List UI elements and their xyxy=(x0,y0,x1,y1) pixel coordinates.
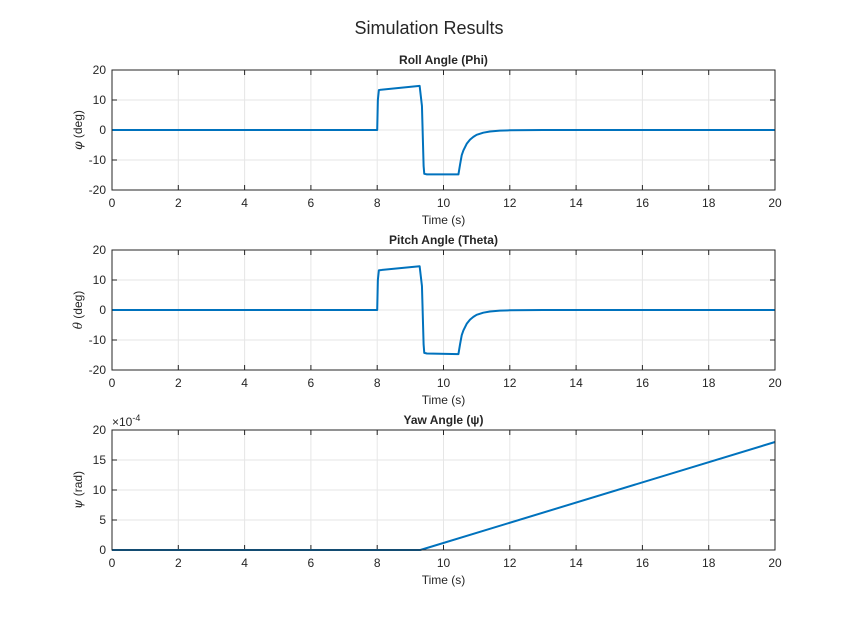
roll-panel: 0 2 4 6 8 10 12 14 16 18 20 -20 -10 0 10 20 Roll Angle (… xyxy=(71,53,782,227)
pitch-ylabel-symbol: θ xyxy=(71,321,85,329)
pitch-ytick-label: -10 xyxy=(89,333,107,347)
roll-xtick-label: 20 xyxy=(768,196,782,210)
roll-xtick-label: 16 xyxy=(636,196,650,210)
pitch-ylabel-unit: (deg) xyxy=(71,291,85,322)
roll-xtick-label: 6 xyxy=(308,196,315,210)
yaw-xtick-label: 10 xyxy=(437,556,451,570)
pitch-xtick-label: 8 xyxy=(374,376,381,390)
yaw-xtick-label: 12 xyxy=(503,556,517,570)
yaw-panel: 0 2 4 6 8 10 12 14 16 18 20 0 5 10 15 20 Yaw Angle (ψ) Ti… xyxy=(71,413,782,587)
roll-ylabel-symbol: φ xyxy=(71,141,85,150)
pitch-xtick-label: 18 xyxy=(702,376,716,390)
roll-ytick-label: 10 xyxy=(93,93,107,107)
yaw-exponent-power: -4 xyxy=(132,413,140,423)
yaw-xtick-label: 2 xyxy=(175,556,182,570)
roll-ytick-label: 20 xyxy=(93,63,107,77)
yaw-xtick-label: 4 xyxy=(241,556,248,570)
pitch-panel: 0 2 4 6 8 10 12 14 16 18 20 -20 -10 0 10 20 Pitch Angle … xyxy=(71,233,782,407)
yaw-ytick-label: 20 xyxy=(93,423,107,437)
roll-xlabel: Time (s) xyxy=(422,213,466,227)
roll-ytick-label: -10 xyxy=(89,153,107,167)
pitch-xtick-label: 20 xyxy=(768,376,782,390)
pitch-ytick-label: 20 xyxy=(93,243,107,257)
pitch-xtick-label: 0 xyxy=(109,376,116,390)
pitch-xtick-label: 12 xyxy=(503,376,517,390)
pitch-ytick-label: 10 xyxy=(93,273,107,287)
roll-ytick-label: -20 xyxy=(89,183,107,197)
yaw-xtick-label: 0 xyxy=(109,556,116,570)
roll-xtick-label: 14 xyxy=(569,196,583,210)
yaw-ytick-label: 0 xyxy=(99,543,106,557)
yaw-xtick-label: 8 xyxy=(374,556,381,570)
pitch-xtick-label: 2 xyxy=(175,376,182,390)
roll-xtick-label: 0 xyxy=(109,196,116,210)
pitch-xtick-label: 14 xyxy=(569,376,583,390)
yaw-ylabel: ψ (rad) xyxy=(71,471,85,509)
roll-xtick-label: 2 xyxy=(175,196,182,210)
yaw-ytick-label: 10 xyxy=(93,483,107,497)
roll-series-line xyxy=(112,84,775,176)
yaw-axes-box xyxy=(111,429,776,551)
pitch-xtick-label: 6 xyxy=(308,376,315,390)
yaw-xtick-label: 20 xyxy=(768,556,782,570)
yaw-panel-title: Yaw Angle (ψ) xyxy=(404,413,484,427)
roll-panel-title: Roll Angle (Phi) xyxy=(399,53,488,67)
figure-title: Simulation Results xyxy=(354,18,503,38)
pitch-xlabel: Time (s) xyxy=(422,393,466,407)
yaw-ylabel-unit: (rad) xyxy=(71,471,85,500)
pitch-axes-box xyxy=(111,249,776,371)
yaw-xtick-label: 16 xyxy=(636,556,650,570)
pitch-series-line xyxy=(112,265,775,356)
pitch-ytick-label: -20 xyxy=(89,363,107,377)
roll-ytick-label: 0 xyxy=(99,123,106,137)
yaw-xlabel: Time (s) xyxy=(422,573,466,587)
roll-ylabel: φ (deg) xyxy=(71,110,85,150)
yaw-xtick-label: 14 xyxy=(569,556,583,570)
pitch-ylabel: θ (deg) xyxy=(71,291,85,330)
roll-xtick-label: 8 xyxy=(374,196,381,210)
roll-xtick-label: 12 xyxy=(503,196,517,210)
roll-xtick-label: 4 xyxy=(241,196,248,210)
pitch-xtick-label: 4 xyxy=(241,376,248,390)
yaw-ylabel-symbol: ψ xyxy=(71,499,85,509)
pitch-panel-title: Pitch Angle (Theta) xyxy=(389,233,498,247)
roll-xtick-label: 10 xyxy=(437,196,451,210)
roll-xtick-label: 18 xyxy=(702,196,716,210)
pitch-xtick-label: 10 xyxy=(437,376,451,390)
yaw-xtick-label: 18 xyxy=(702,556,716,570)
pitch-ytick-label: 0 xyxy=(99,303,106,317)
roll-axes-box xyxy=(111,69,776,191)
yaw-ytick-label: 15 xyxy=(93,453,107,467)
yaw-exponent-base: ×10 xyxy=(112,415,133,429)
yaw-xtick-label: 6 xyxy=(308,556,315,570)
yaw-ytick-label: 5 xyxy=(99,513,106,527)
yaw-exponent-label: ×10-4 xyxy=(112,413,140,429)
roll-ylabel-unit: (deg) xyxy=(71,110,85,141)
pitch-xtick-label: 16 xyxy=(636,376,650,390)
